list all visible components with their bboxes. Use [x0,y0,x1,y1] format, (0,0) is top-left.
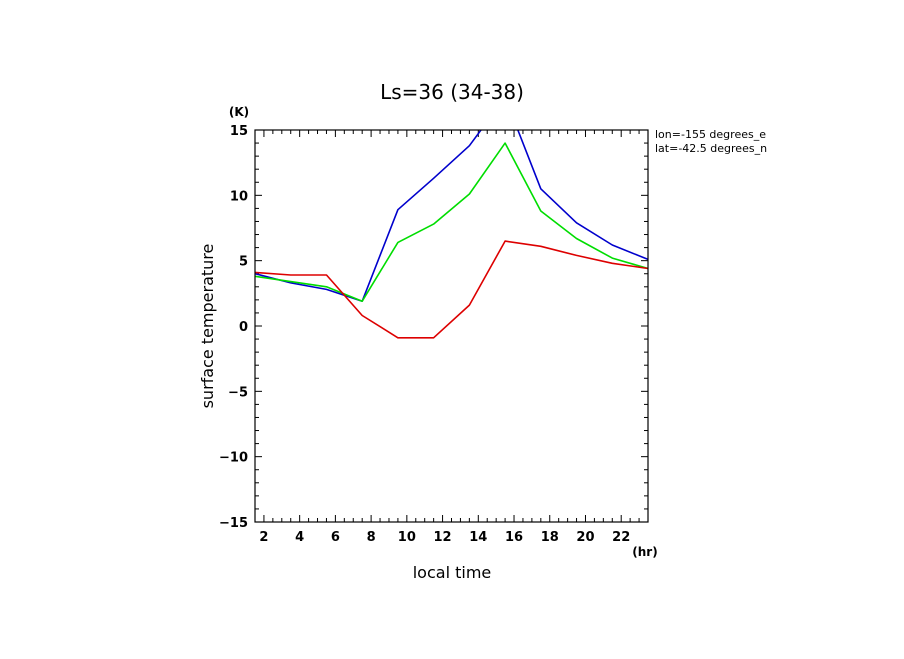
x-tick-label: 20 [576,530,594,545]
x-tick-label: 14 [469,530,487,545]
series-line-3 [255,240,648,339]
x-tick-label: 8 [367,530,376,545]
plot-frame [254,129,649,523]
y-tick-label: −5 [228,385,248,400]
annotation-lat: lat=-42.5 degrees_n [655,142,767,155]
y-tick-label: 10 [230,189,248,204]
y-tick-label: 0 [239,320,248,335]
x-tick-label: 2 [259,530,268,545]
chart-title: Ls=36 (34-38) [380,80,524,104]
series-line-2 [255,142,648,303]
y-unit-label: (K) [229,105,249,119]
x-tick-label: 4 [295,530,304,545]
annotation-lon: lon=-155 degrees_e [655,128,766,141]
x-tick-label: 10 [398,530,416,545]
x-tick-label: 12 [434,530,452,545]
x-tick-label: 6 [331,530,340,545]
x-tick-label: 16 [505,530,523,545]
series-line-1 [255,130,648,303]
y-axis-label: surface temperature [198,244,217,409]
y-tick-label: 15 [230,124,248,139]
series-lines [255,130,648,339]
x-axis-label: local time [413,563,492,582]
y-tick-label: −15 [219,516,248,531]
axis-ticks: −15 −10 −5 0 5 10 15 2 4 6 8 10 12 14 16 18 20 22 [219,124,649,545]
x-tick-label: 22 [612,530,630,545]
x-tick-label: 18 [541,530,559,545]
x-unit-label: (hr) [632,545,657,559]
y-tick-label: −10 [219,451,248,466]
y-tick-label: 5 [239,255,248,270]
